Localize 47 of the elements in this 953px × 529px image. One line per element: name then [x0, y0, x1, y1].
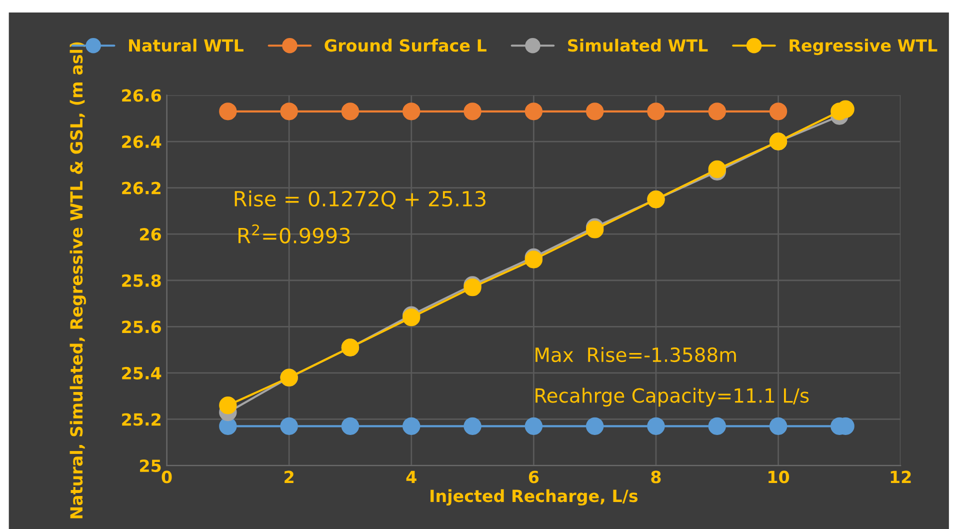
x-tick-label: 0	[162, 470, 172, 484]
y-tick-label: 25.6	[122, 320, 162, 334]
legend-label: Ground Surface L	[324, 38, 486, 52]
point	[219, 102, 237, 120]
x-tick-label: 6	[528, 470, 539, 484]
y-axis-title: Natural, Simulated, Regressive WTL & GSL, (m asl)	[70, 42, 86, 518]
point	[769, 102, 788, 120]
point	[402, 102, 420, 120]
point	[586, 417, 604, 436]
x-axis-title: Injected Recharge, L/s	[430, 489, 638, 506]
point	[708, 102, 726, 120]
point	[464, 417, 482, 436]
y-tick-label: 26.2	[122, 182, 160, 194]
x-tick-label: 10	[768, 470, 790, 484]
annotation: Max Rise=-1.3588m	[536, 347, 736, 362]
point	[524, 102, 543, 120]
point	[586, 102, 604, 120]
point	[402, 417, 420, 436]
legend-label: Simulated WTL	[568, 38, 708, 52]
annotation: Rise = 0.1272Q + 25.13	[234, 190, 486, 209]
point	[280, 102, 298, 120]
x-tick-label: 4	[406, 470, 416, 484]
legend-label: Natural WTL	[129, 38, 244, 52]
point	[647, 417, 665, 436]
point	[647, 102, 665, 120]
point	[280, 417, 298, 436]
y-tick-label: 26.4	[122, 135, 162, 148]
x-tick-label: 2	[284, 470, 294, 484]
point	[769, 417, 788, 436]
x-tick-label: 12	[890, 470, 911, 484]
annotation: R$^{2}$=0.9993	[238, 224, 350, 244]
y-tick-label: 25	[140, 459, 161, 472]
legend-label: Regressive WTL	[790, 38, 938, 56]
y-tick-label: 26	[140, 228, 162, 241]
point	[464, 102, 482, 120]
point	[708, 417, 726, 436]
y-tick-label: 25.4	[122, 366, 162, 380]
point	[524, 250, 543, 268]
point	[341, 417, 360, 436]
point	[341, 102, 360, 120]
y-tick-label: 25.2	[122, 413, 160, 426]
annotation: Recahrge Capacity=11.1 L/s	[536, 388, 809, 407]
point	[524, 417, 543, 436]
y-tick-label: 26.6	[122, 89, 162, 102]
x-tick-label: 8	[651, 470, 661, 484]
point	[219, 396, 237, 414]
y-tick-label: 25.8	[122, 274, 161, 287]
